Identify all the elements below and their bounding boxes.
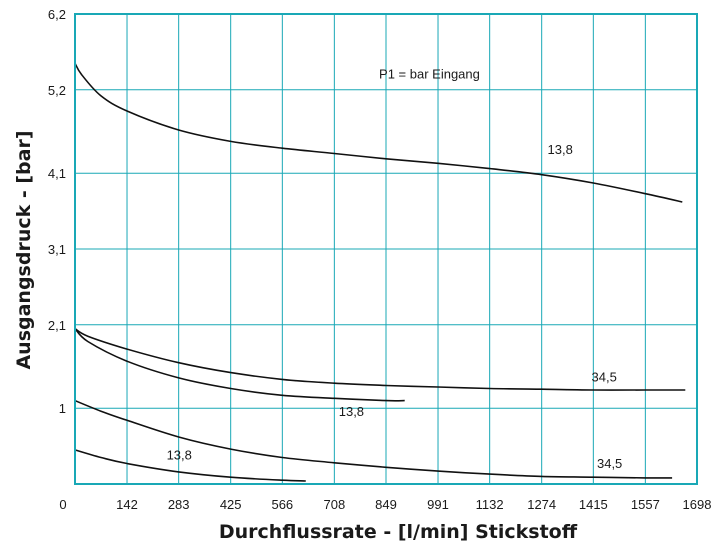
y-tick-label: 6,2 (48, 7, 66, 22)
curve-label: 13,8 (167, 448, 192, 463)
x-tick-label: 849 (375, 497, 397, 512)
tick-labels: 0 142 283 425 566 708 849 991 1132 1274 1415 1557 16… (48, 7, 712, 512)
curve-label: 13,8 (339, 404, 364, 419)
curve-label: 34,5 (597, 456, 622, 471)
annotations: 13,8 34,5 13,8 34,5 13,8 (167, 142, 623, 471)
curve-label: 13,8 (548, 142, 573, 157)
legend-note: P1 = bar Eingang (379, 66, 480, 81)
x-tick-label: 1274 (527, 497, 556, 512)
y-tick-label: 3,1 (48, 242, 66, 257)
x-tick-label: 142 (116, 497, 138, 512)
x-tick-label: 283 (168, 497, 190, 512)
y-axis-title: Ausgangsdruck - [bar] (13, 130, 35, 369)
series-line-4 (74, 449, 306, 482)
x-axis-title: Durchflussrate - [l/min] Stickstoff (219, 521, 578, 543)
y-tick-label: 1 (59, 401, 66, 416)
grid (75, 14, 697, 484)
y-tick-label: 4,1 (48, 166, 66, 181)
x-tick-label: 1132 (476, 497, 504, 512)
x-tick-label: 566 (271, 497, 293, 512)
x-tick-label: 1698 (683, 497, 712, 512)
y-tick-label: 5,2 (48, 83, 66, 98)
x-tick-label: 425 (220, 497, 242, 512)
y-tick-label: 2,1 (48, 318, 66, 333)
curve-label: 34,5 (592, 370, 617, 385)
x-tick-label: 708 (323, 497, 345, 512)
series-line-3 (74, 399, 673, 479)
x-tick-label: 1557 (631, 497, 660, 512)
x-tick-label: 1415 (579, 497, 608, 512)
plot-frame (74, 13, 698, 485)
axes (74, 13, 698, 485)
curves (74, 62, 686, 482)
series-line-2 (74, 328, 405, 402)
x-tick-label: 991 (427, 497, 449, 512)
series-line-1 (74, 327, 686, 391)
series-line-0 (74, 62, 683, 203)
x-tick-label: 0 (59, 497, 66, 512)
